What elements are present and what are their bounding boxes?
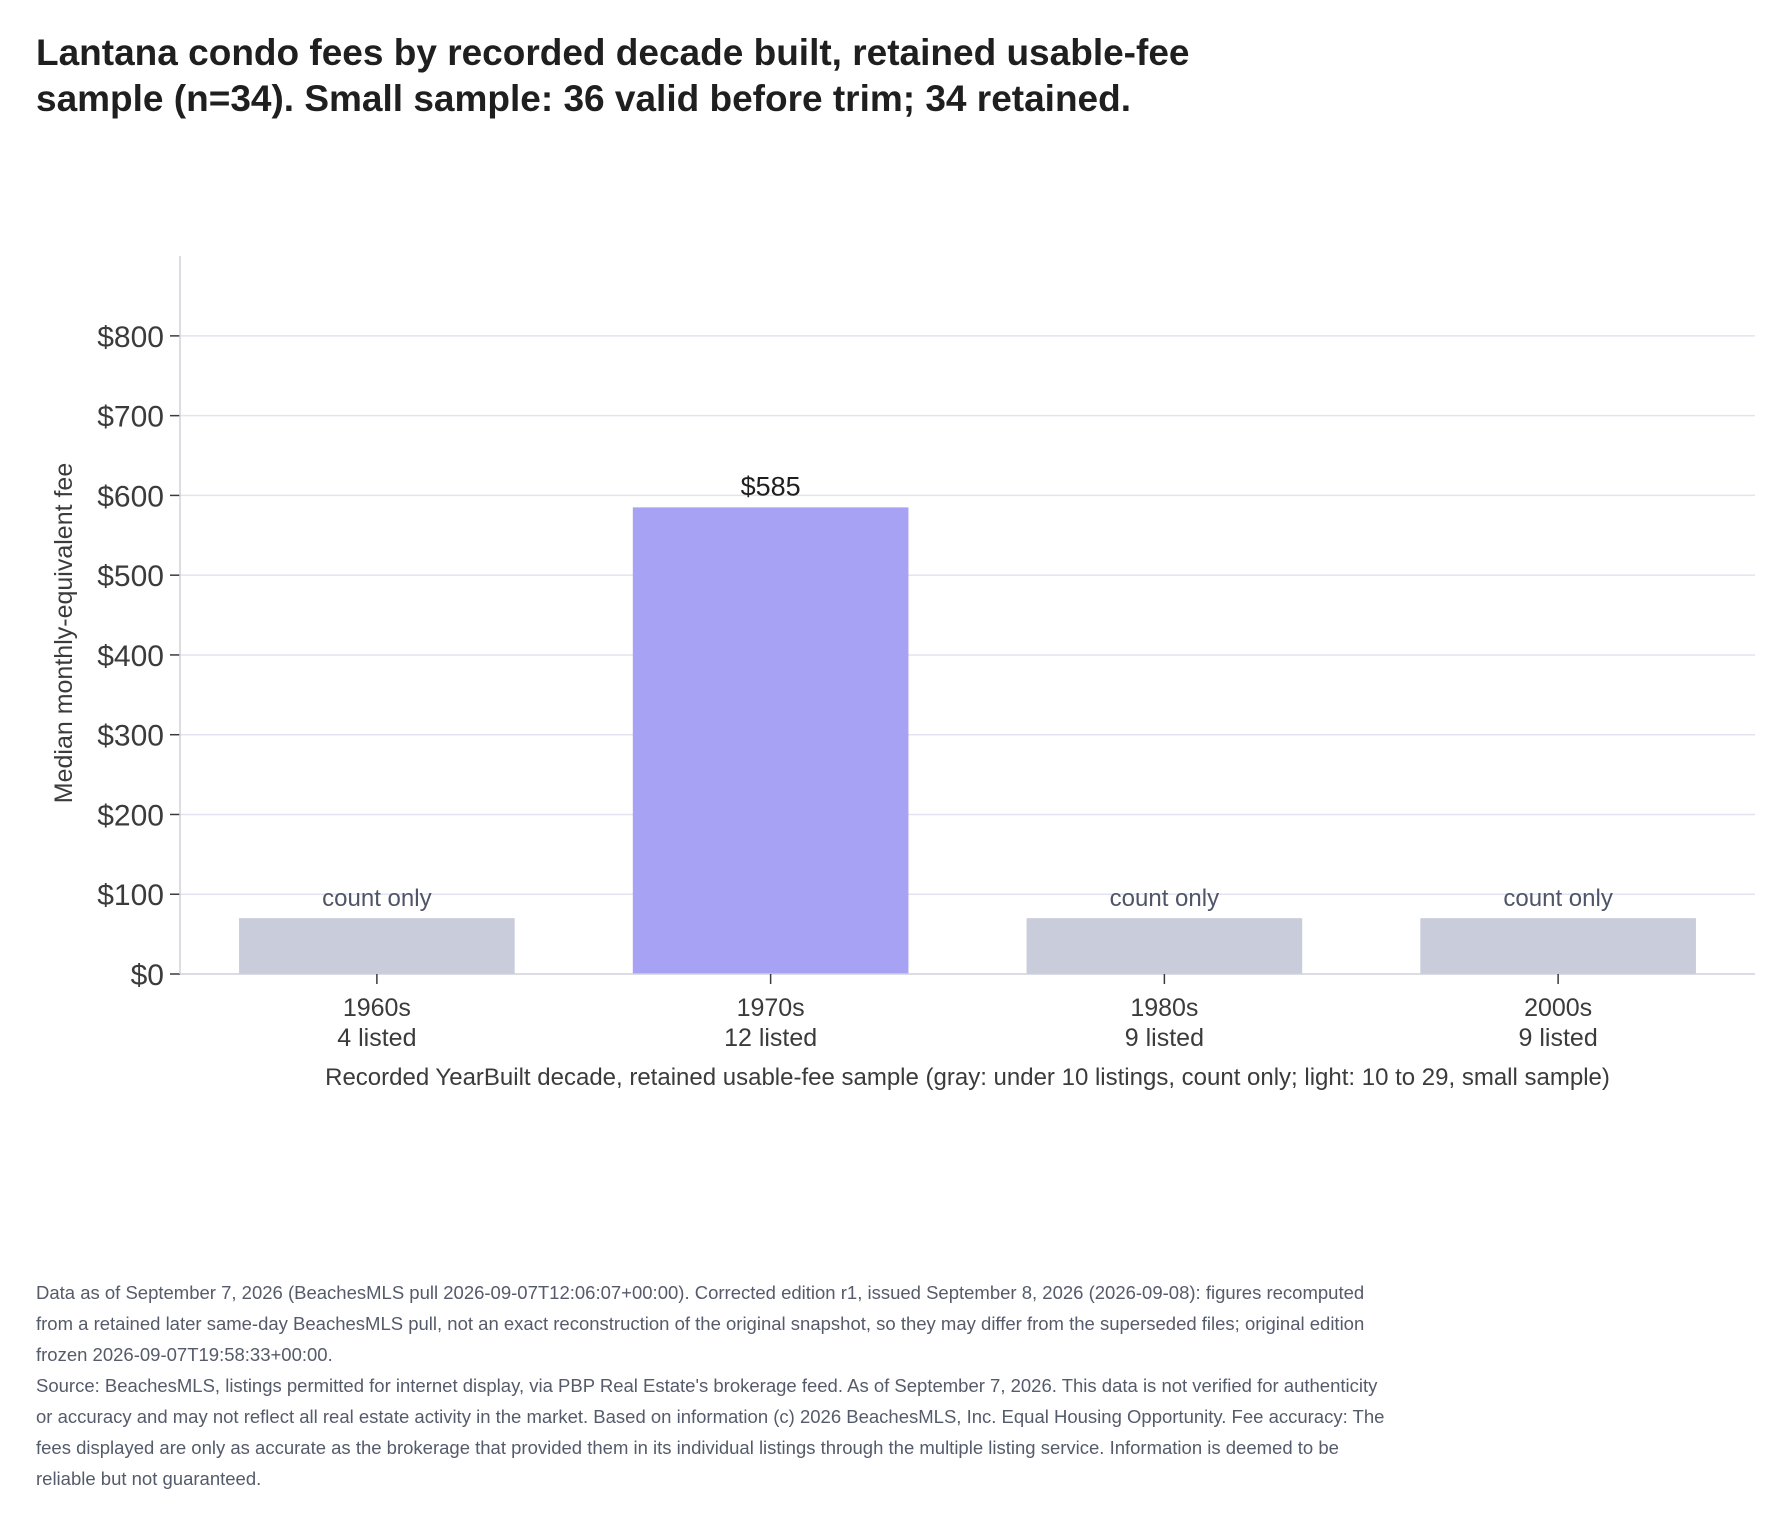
bar-label: count only: [1110, 885, 1219, 912]
y-tick-label: $200: [97, 799, 164, 832]
bar-1980s: [1026, 918, 1303, 974]
labels: $0 $100 $200 $300 $400 $500 $600 $700 $800 count …: [50, 321, 1613, 1091]
bar-2000s: [1420, 918, 1696, 974]
y-axis-title: Median monthly-equivalent fee: [50, 463, 78, 803]
x-axis-title: Recorded YearBuilt decade, retained usab…: [325, 1064, 1610, 1091]
bar-label: $585: [741, 471, 801, 501]
x-count-label: 12 listed: [724, 1024, 817, 1052]
y-tick-label: $600: [97, 480, 164, 513]
y-tick-label: $800: [97, 321, 164, 354]
x-count-label: 9 listed: [1519, 1024, 1598, 1052]
y-tick-label: $300: [97, 720, 164, 753]
bars: [239, 507, 1696, 974]
chart-title: Lantana condo fees by recorded decade bu…: [36, 32, 1190, 119]
x-count-label: 9 listed: [1125, 1024, 1204, 1052]
bar-chart: $0 $100 $200 $300 $400 $500 $600 $700 $800 count …: [50, 256, 1755, 1091]
y-tick-label: $400: [97, 640, 164, 673]
source-note: Source: BeachesMLS, listings permitted f…: [36, 1375, 1385, 1489]
bar-label: count only: [1503, 885, 1612, 912]
x-count-label: 4 listed: [337, 1024, 416, 1052]
gridlines: [180, 335, 1755, 895]
y-tick-label: $500: [97, 560, 164, 593]
bar-1960s: [239, 918, 515, 974]
x-tick-label: 1970s: [737, 994, 805, 1022]
y-tick-label: $700: [97, 401, 164, 434]
x-tick-label: 1960s: [343, 994, 411, 1022]
y-tick-label: $100: [97, 879, 164, 912]
bar-1970s: [632, 507, 909, 974]
axes: [170, 256, 1755, 984]
bar-label: count only: [322, 885, 431, 912]
y-tick-label: $0: [131, 959, 164, 992]
data-note: Data as of September 7, 2026 (BeachesMLS…: [36, 1282, 1365, 1365]
x-tick-label: 2000s: [1524, 994, 1592, 1022]
x-tick-label: 1980s: [1130, 994, 1198, 1022]
